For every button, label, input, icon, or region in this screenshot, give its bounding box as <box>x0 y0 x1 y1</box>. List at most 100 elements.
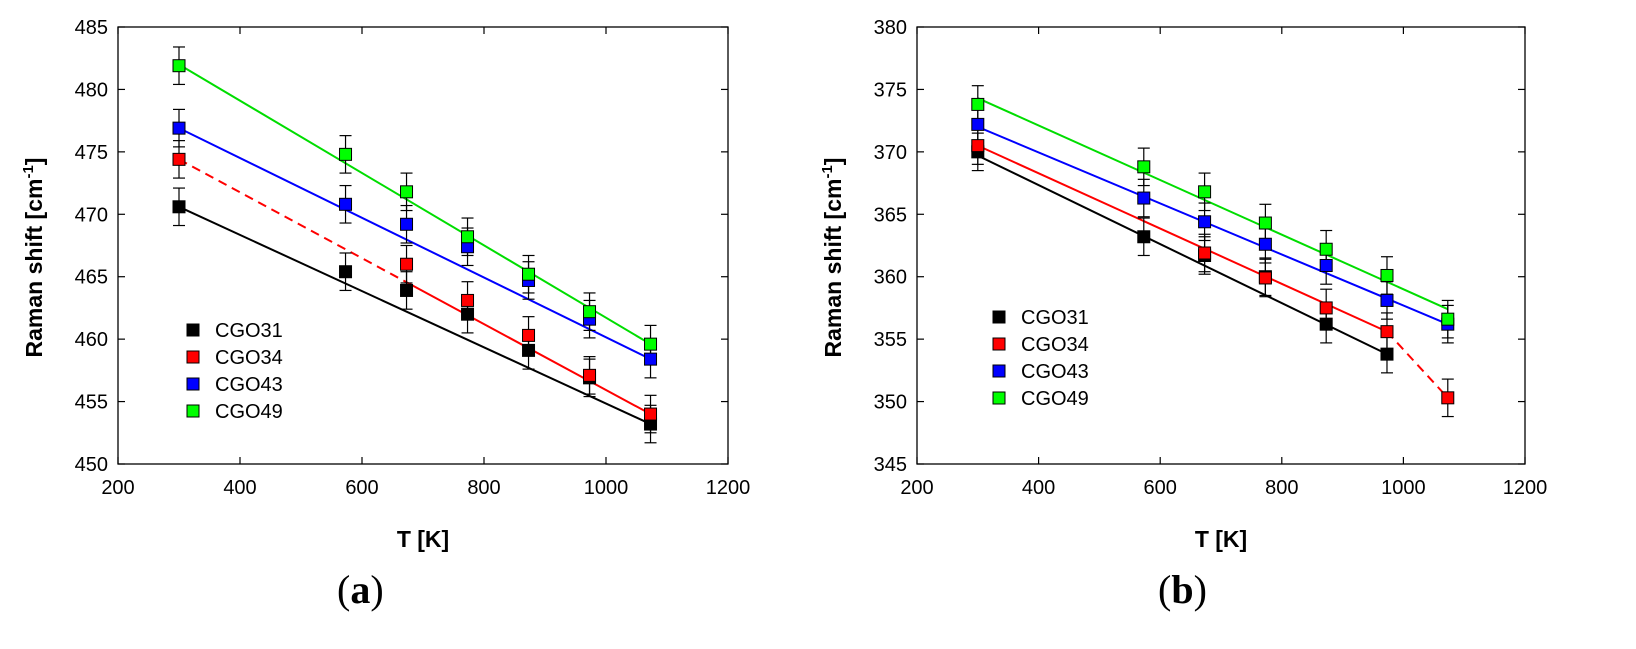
data-point-cgo31 <box>461 307 475 321</box>
x-tick-label: 400 <box>1022 477 1055 499</box>
y-tick-label: 355 <box>874 329 907 351</box>
y-tick-label: 465 <box>75 267 108 289</box>
data-point-cgo31 <box>172 200 186 214</box>
x-tick-label: 600 <box>345 477 378 499</box>
x-tick-label: 1000 <box>584 477 629 499</box>
y-tick-label: 455 <box>75 392 108 414</box>
panel-label-b: b <box>1171 567 1194 612</box>
plot-frame <box>916 26 1526 465</box>
chart-b: 200 400 600 800 1000 1200 345 350 355 360 365 370 37… <box>819 17 1548 552</box>
data-point-cgo34 <box>971 139 985 153</box>
chart-a: 200 400 600 800 1000 1200 450 455 460 465 470 475 48… <box>20 17 750 552</box>
fit-line-cgo49 <box>178 63 652 345</box>
legend-label-cgo31: CGO31 <box>215 320 283 342</box>
data-point-cgo31 <box>339 265 353 279</box>
legend-label-cgo34: CGO34 <box>215 347 283 369</box>
y-axis-title: Raman shift [cm-1] <box>819 158 846 358</box>
data-point-cgo43 <box>400 217 414 231</box>
data-point-cgo31 <box>1380 347 1394 361</box>
data-point-cgo49 <box>400 185 414 199</box>
data-point-cgo43 <box>339 197 353 211</box>
y-tick-label: 360 <box>874 267 907 289</box>
fit-line-cgo43 <box>178 127 651 361</box>
plot-frame <box>117 26 729 465</box>
data-point-cgo34 <box>1258 271 1272 285</box>
data-point-cgo49 <box>1198 185 1212 199</box>
legend-marker-cgo43 <box>186 377 200 391</box>
x-axis-title: T [K] <box>397 526 449 552</box>
x-tick-label: 800 <box>467 477 500 499</box>
legend-label-cgo31: CGO31 <box>1021 307 1089 329</box>
x-tick-label: 1000 <box>1381 477 1426 499</box>
data-point-cgo31 <box>400 283 414 297</box>
data-point-cgo31 <box>1319 317 1333 331</box>
y-tick-label: 345 <box>874 454 907 476</box>
panel-b: 200 400 600 800 1000 1200 345 350 355 360 365 370 37… <box>818 0 1636 649</box>
data-point-cgo49 <box>1137 160 1151 174</box>
data-point-cgo34 <box>1441 391 1455 405</box>
data-point-cgo49 <box>172 59 186 73</box>
y-tick-label: 480 <box>75 79 108 101</box>
data-point-cgo43 <box>1258 237 1272 251</box>
legend-label-cgo43: CGO43 <box>1021 361 1089 383</box>
fit-line-cgo31 <box>977 154 1388 356</box>
data-point-cgo49 <box>1441 312 1455 326</box>
data-point-cgo34 <box>172 152 186 166</box>
y-tick-label: 450 <box>75 454 108 476</box>
x-tick-label: 400 <box>223 477 256 499</box>
data-point-cgo34 <box>644 407 658 421</box>
y-tick-label: 485 <box>75 17 108 39</box>
data-point-cgo49 <box>1319 242 1333 256</box>
data-point-cgo49 <box>461 230 475 244</box>
y-tick-label: 380 <box>874 17 907 39</box>
legend-label-cgo43: CGO43 <box>215 374 283 396</box>
y-axis-title: Raman shift [cm-1] <box>20 158 47 358</box>
data-point-cgo43 <box>644 352 658 366</box>
y-tick-label: 370 <box>874 142 907 164</box>
legend-label-cgo34: CGO34 <box>1021 334 1089 356</box>
y-tick-label: 375 <box>874 79 907 101</box>
data-point-cgo31 <box>1137 230 1151 244</box>
fit-line-cgo31 <box>178 205 651 425</box>
panel-caption-b: (b) <box>1158 567 1207 612</box>
data-point-cgo34 <box>1198 246 1212 260</box>
data-point-cgo34 <box>1380 325 1394 339</box>
legend-marker-cgo43 <box>992 364 1006 378</box>
legend-marker-cgo49 <box>992 391 1006 405</box>
x-axis-title: T [K] <box>1195 526 1247 552</box>
data-point-cgo49 <box>522 267 536 281</box>
data-point-cgo49 <box>339 147 353 161</box>
data-point-cgo43 <box>1380 293 1394 307</box>
y-tick-label: 365 <box>874 204 907 226</box>
panel-label-a: a <box>350 567 371 612</box>
data-point-cgo43 <box>172 121 186 135</box>
x-tick-label: 200 <box>101 477 134 499</box>
y-tick-label: 460 <box>75 329 108 351</box>
legend-marker-cgo31 <box>186 323 200 337</box>
fit-line-dashed-cgo34 <box>1386 330 1449 399</box>
fit-line-cgo34 <box>977 144 1388 333</box>
data-point-cgo49 <box>644 337 658 351</box>
legend-marker-cgo31 <box>992 310 1006 324</box>
data-point-cgo43 <box>1319 258 1333 272</box>
fit-line-cgo49 <box>977 97 1449 311</box>
data-point-cgo43 <box>1198 215 1212 229</box>
x-tick-label: 200 <box>900 477 933 499</box>
legend-label-cgo49: CGO49 <box>1021 388 1089 410</box>
data-point-cgo34 <box>522 328 536 342</box>
panel-a: 200 400 600 800 1000 1200 450 455 460 465 470 475 48… <box>20 17 750 612</box>
data-point-cgo34 <box>583 368 597 382</box>
data-point-cgo34 <box>461 293 475 307</box>
legend-label-cgo49: CGO49 <box>215 401 283 423</box>
y-tick-label: 470 <box>75 204 108 226</box>
data-point-cgo49 <box>971 97 985 111</box>
data-point-cgo49 <box>1380 268 1394 282</box>
fit-line-cgo43 <box>977 125 1449 326</box>
data-point-cgo34 <box>400 257 414 271</box>
legend-marker-cgo34 <box>186 350 200 364</box>
legend-marker-cgo34 <box>992 337 1006 351</box>
data-point-cgo43 <box>1137 191 1151 205</box>
panel-caption-a: (a) <box>337 567 384 612</box>
x-tick-label: 1200 <box>1503 477 1548 499</box>
data-point-cgo34 <box>1319 301 1333 315</box>
